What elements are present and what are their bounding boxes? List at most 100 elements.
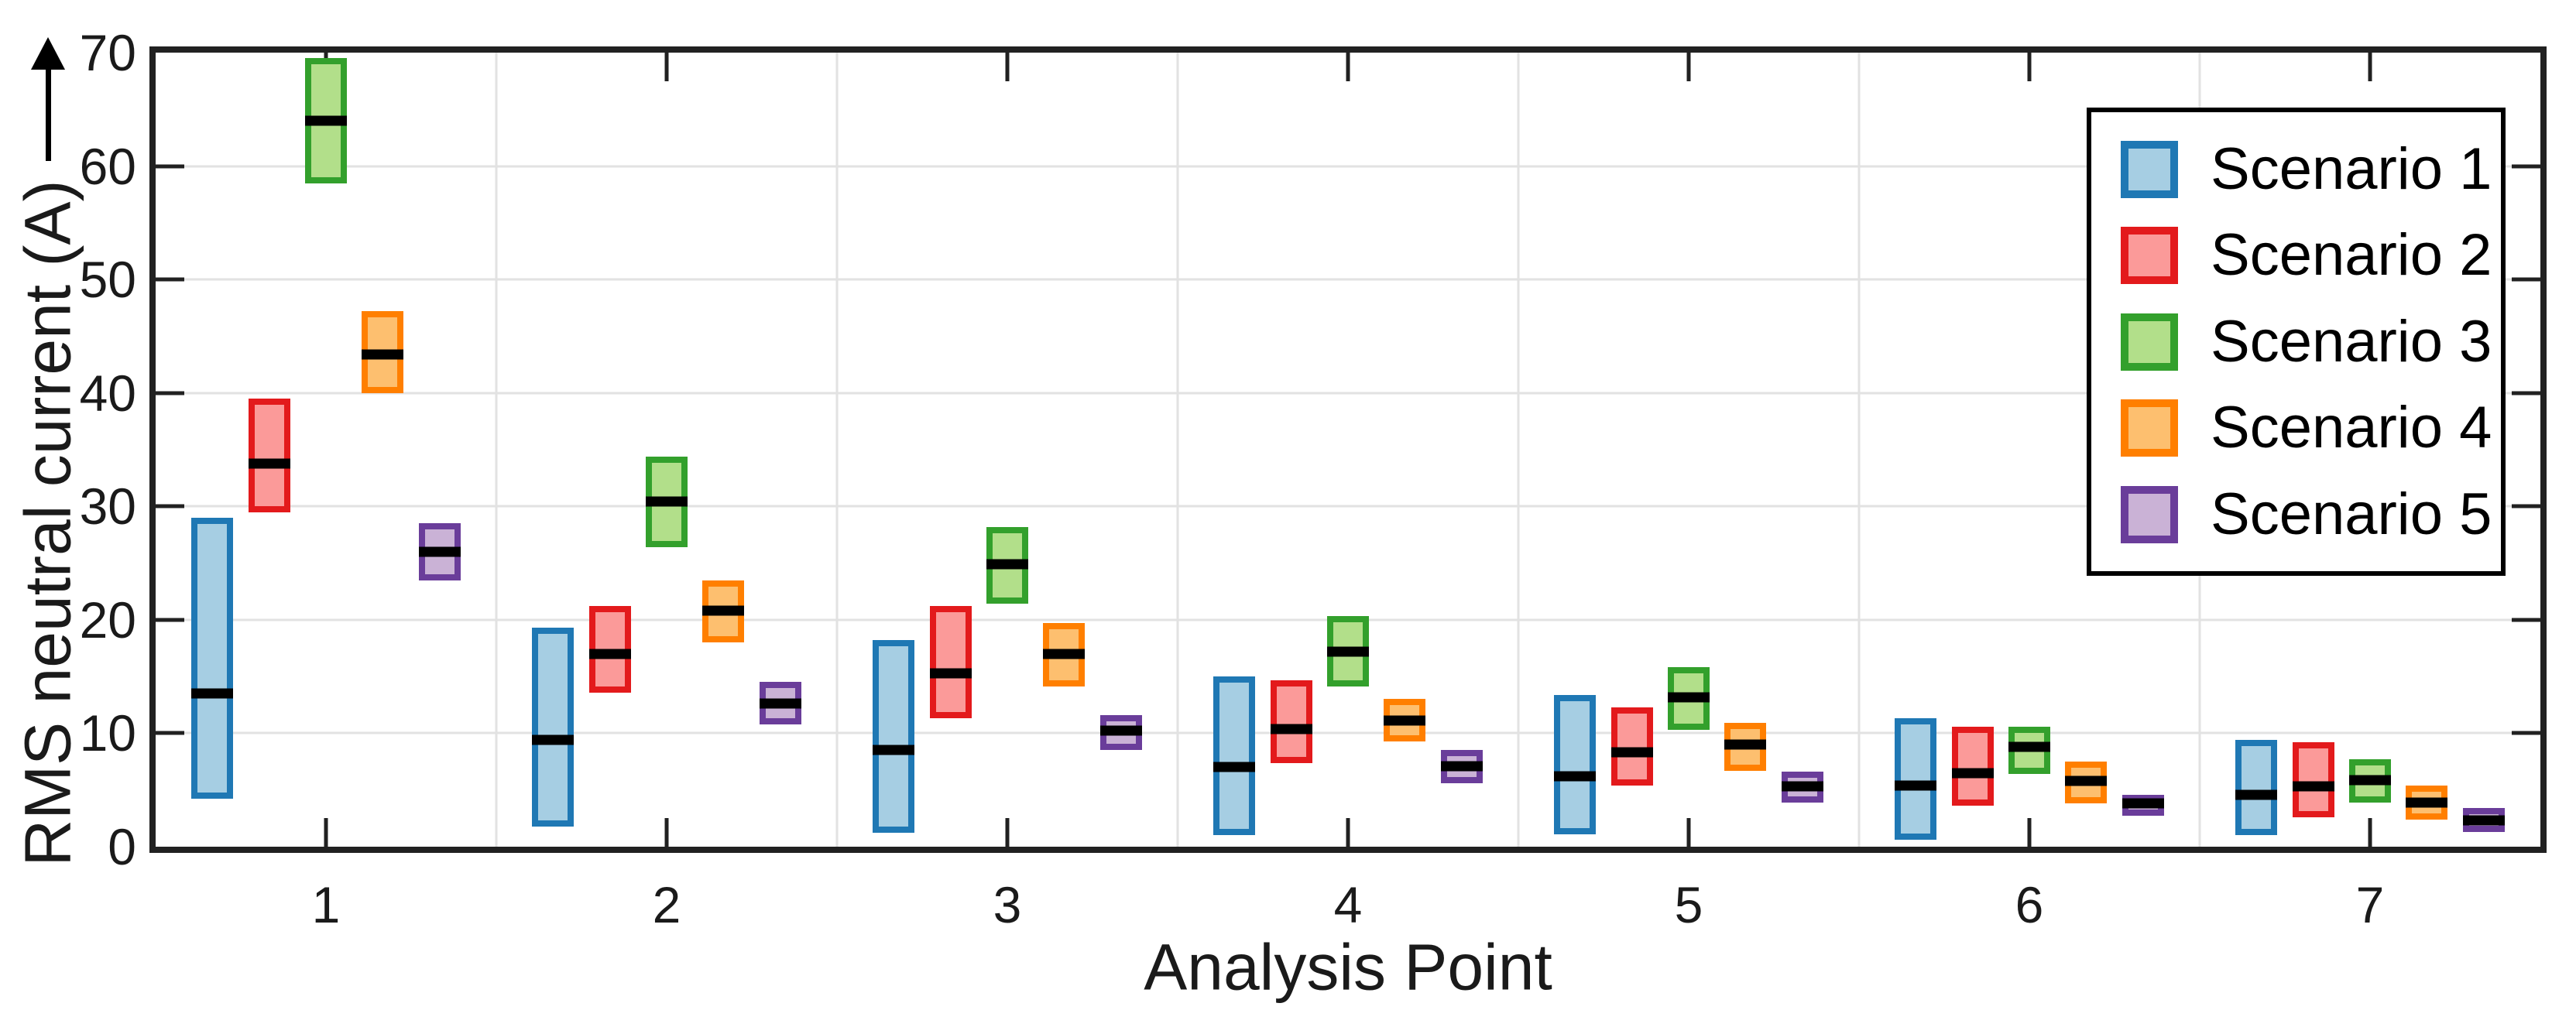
- median-scenario2-point5: [1610, 747, 1653, 758]
- box-scenario1-point2: [532, 628, 575, 827]
- median-scenario3-point1: [305, 115, 347, 126]
- y-tick-label-0: 0: [108, 818, 136, 875]
- arrow-shaft: [45, 70, 51, 161]
- gridline-horizontal: [156, 278, 2540, 281]
- y-tick-mark: [156, 504, 184, 508]
- median-scenario1-point6: [1895, 780, 1937, 791]
- median-scenario3-point7: [2349, 775, 2391, 786]
- median-scenario3-point6: [2008, 741, 2050, 752]
- y-tick-mark: [156, 391, 184, 395]
- median-scenario4-point7: [2406, 797, 2448, 808]
- legend-item: Scenario 4: [2121, 399, 2501, 457]
- box-scenario2-point4: [1270, 680, 1312, 763]
- median-scenario5-point2: [759, 698, 801, 709]
- median-scenario4-point3: [1043, 649, 1086, 659]
- gridline-vertical: [495, 53, 498, 847]
- gridline-vertical: [1857, 53, 1861, 847]
- x-tick-mark-top: [1346, 53, 1350, 81]
- x-tick-label-2: 2: [652, 876, 681, 933]
- median-scenario4-point4: [1384, 715, 1426, 726]
- x-tick-label-3: 3: [993, 876, 1022, 933]
- legend: Scenario 1 Scenario 2 Scenario 3 Scenari…: [2087, 108, 2506, 576]
- legend-label: Scenario 1: [2211, 135, 2492, 202]
- median-scenario5-point5: [1781, 781, 1823, 792]
- median-scenario2-point3: [929, 668, 972, 679]
- box-scenario1-point4: [1213, 676, 1256, 836]
- median-scenario2-point4: [1270, 724, 1312, 734]
- box-scenario1-point7: [2235, 740, 2278, 836]
- x-axis-title: Analysis Point: [1144, 930, 1552, 1004]
- x-tick-label-6: 6: [2015, 876, 2044, 933]
- median-scenario2-point2: [588, 649, 631, 659]
- arrow-head: [31, 37, 65, 70]
- x-tick-mark: [324, 818, 328, 847]
- x-tick-mark-top: [664, 53, 669, 81]
- x-tick-mark-top: [2027, 53, 2032, 81]
- gridline-vertical: [835, 53, 839, 847]
- median-scenario4-point6: [2065, 775, 2108, 786]
- legend-swatch-scenario-2: [2121, 227, 2178, 284]
- median-scenario5-point6: [2122, 798, 2164, 809]
- box-scenario2-point3: [929, 606, 972, 719]
- y-tick-label-10: 10: [79, 704, 136, 762]
- y-tick-mark: [156, 164, 184, 169]
- x-tick-mark: [1686, 818, 1691, 847]
- x-tick-label-4: 4: [1333, 876, 1363, 933]
- x-tick-mark: [1005, 818, 1010, 847]
- x-tick-mark-top: [1005, 53, 1010, 81]
- box-scenario2-point6: [1951, 726, 1994, 806]
- gridline-horizontal: [156, 731, 2540, 734]
- median-scenario5-point7: [2462, 815, 2505, 826]
- legend-item: Scenario 5: [2121, 481, 2501, 547]
- median-scenario4-point1: [362, 349, 404, 360]
- y-tick-mark-right: [2512, 504, 2540, 508]
- box-scenario1-point3: [873, 640, 915, 834]
- legend-label: Scenario 5: [2211, 481, 2492, 547]
- box-scenario1-point5: [1554, 694, 1597, 834]
- box-scenario1-point1: [191, 517, 234, 799]
- x-tick-label-5: 5: [1674, 876, 1703, 933]
- gridline-horizontal: [156, 392, 2540, 395]
- legend-item: Scenario 1: [2121, 135, 2501, 202]
- x-tick-mark: [2368, 818, 2372, 847]
- x-tick-mark: [1346, 818, 1350, 847]
- y-tick-mark: [156, 731, 184, 735]
- y-tick-label-30: 30: [79, 478, 136, 536]
- x-tick-label-1: 1: [311, 876, 341, 933]
- median-scenario1-point5: [1554, 771, 1597, 782]
- y-tick-label-60: 60: [79, 137, 136, 195]
- median-scenario5-point3: [1099, 725, 1142, 736]
- y-tick-mark-right: [2512, 164, 2540, 169]
- box-scenario1-point6: [1895, 718, 1937, 841]
- x-tick-mark-top: [2368, 53, 2372, 81]
- y-tick-mark-right: [2512, 731, 2540, 735]
- y-tick-label-50: 50: [79, 251, 136, 309]
- median-scenario3-point4: [1327, 646, 1369, 657]
- y-tick-mark-right: [2512, 277, 2540, 282]
- legend-label: Scenario 2: [2211, 222, 2492, 288]
- legend-swatch-scenario-5: [2121, 485, 2178, 543]
- y-axis-up-arrow-icon: [31, 37, 65, 161]
- legend-item: Scenario 2: [2121, 226, 2501, 285]
- median-scenario1-point1: [191, 688, 234, 699]
- x-tick-mark: [664, 818, 669, 847]
- median-scenario2-point7: [2292, 781, 2334, 792]
- gridline-vertical: [1176, 53, 1179, 847]
- x-tick-label-7: 7: [2355, 876, 2385, 933]
- median-scenario2-point1: [248, 458, 290, 469]
- y-tick-mark-right: [2512, 391, 2540, 395]
- median-scenario3-point3: [986, 559, 1028, 570]
- legend-label: Scenario 4: [2211, 395, 2492, 460]
- median-scenario3-point2: [646, 496, 688, 507]
- median-scenario5-point4: [1440, 761, 1483, 772]
- median-scenario4-point5: [1724, 739, 1767, 750]
- y-tick-mark: [156, 277, 184, 282]
- box-scenario2-point1: [248, 399, 290, 512]
- legend-swatch-scenario-1: [2121, 140, 2178, 198]
- y-tick-mark: [156, 618, 184, 622]
- gridline-horizontal: [156, 505, 2540, 508]
- median-scenario1-point4: [1213, 762, 1256, 772]
- legend-label: Scenario 3: [2211, 308, 2492, 375]
- box-scenario2-point7: [2292, 742, 2334, 817]
